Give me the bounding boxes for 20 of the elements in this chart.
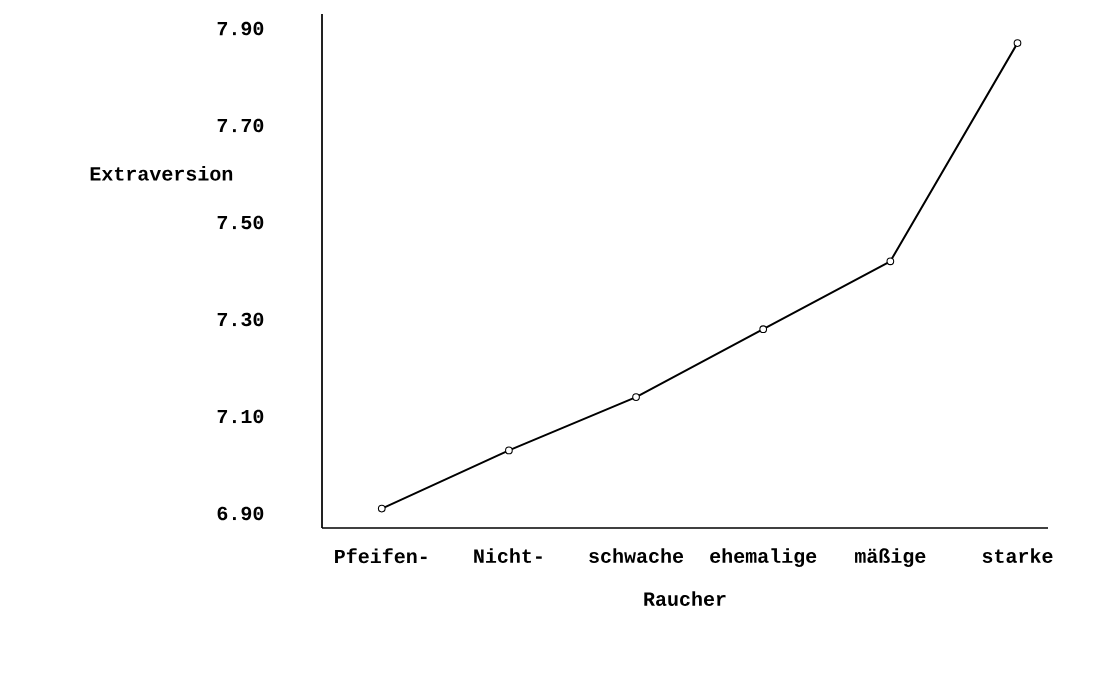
y-axis-title: Extraversion: [90, 165, 233, 181]
y-tick-label: 7.30: [217, 312, 264, 327]
point: [632, 393, 640, 401]
y-tick-label: 6.90: [217, 506, 264, 521]
x-tick-label: schwache: [589, 548, 684, 563]
point: [377, 504, 386, 513]
y-tick-label: 7.90: [217, 21, 264, 36]
point: [886, 257, 895, 266]
point: [1013, 39, 1022, 47]
x-tick-label: mäßige: [855, 548, 926, 567]
y-tick-label: 7.70: [217, 118, 264, 133]
y-tick-label: 7.50: [217, 215, 264, 230]
point: [759, 325, 768, 334]
x-tick-label: Nicht-: [474, 548, 542, 563]
point: [505, 446, 513, 455]
y-tick-label: 7.10: [217, 409, 264, 424]
x-axis-title: Raucher: [644, 591, 726, 606]
x-tick-label: Pfeifen-: [335, 548, 427, 564]
x-tick-label: starke: [982, 548, 1053, 563]
x-tick-label: ehemalige: [710, 548, 817, 567]
